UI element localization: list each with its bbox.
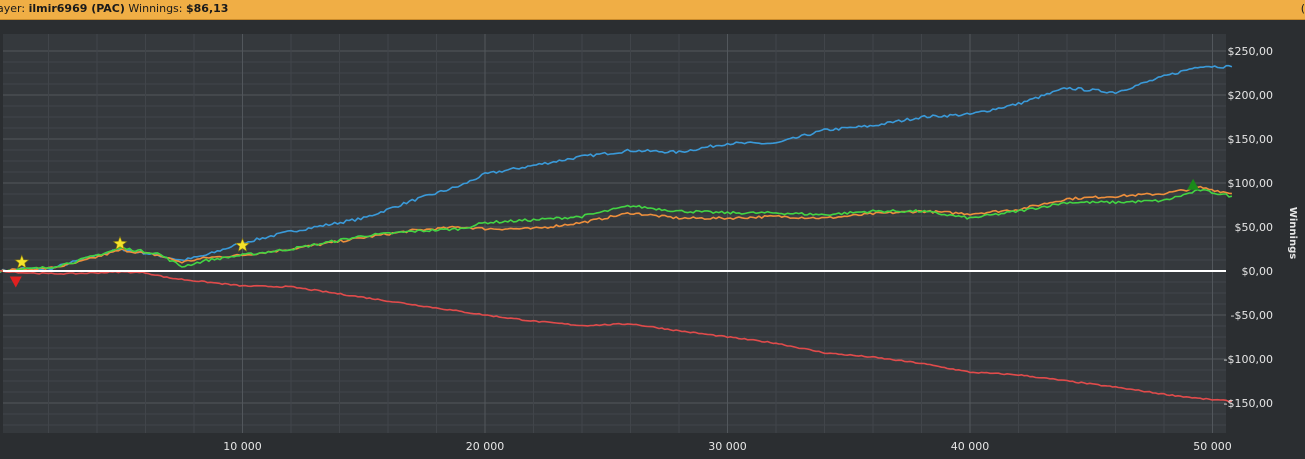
- title-text: ayer: ilmir6969 (PAC) Winnings: $86,13: [0, 2, 228, 15]
- grid: [3, 34, 1226, 433]
- title-bar: ayer: ilmir6969 (PAC) Winnings: $86,13 (: [0, 0, 1305, 20]
- y-tick-label: -$100,00: [1224, 353, 1273, 366]
- winnings-label: Winnings:: [128, 2, 183, 15]
- x-axis: 10 000 20 000 30 000 40 000 50 000: [223, 440, 1232, 453]
- x-tick-label: 50 000: [1193, 440, 1232, 453]
- player-label: ayer:: [0, 2, 26, 15]
- triangle-up-marker: [1187, 178, 1200, 190]
- x-tick-label: 40 000: [951, 440, 990, 453]
- winnings-value: $86,13: [186, 2, 229, 15]
- triangle-down-marker: [9, 276, 22, 288]
- series-orange-line: [0, 185, 1232, 273]
- star-marker: [234, 237, 251, 252]
- x-tick-label: 20 000: [466, 440, 505, 453]
- series-blue-line: [0, 64, 1233, 273]
- y-tick-label: $0,00: [1242, 265, 1274, 278]
- y-tick-label: $100,00: [1228, 177, 1274, 190]
- marker-layer: [9, 178, 1200, 288]
- star-marker: [14, 254, 30, 269]
- y-tick-label: $200,00: [1228, 89, 1274, 102]
- y-axis: $250,00 $200,00 $150,00 $100,00 $50,00 $0,00 -…: [1224, 45, 1273, 410]
- y-tick-label: $50,00: [1235, 221, 1274, 234]
- x-tick-label: 10 000: [223, 440, 262, 453]
- player-name: ilmir6969 (PAC): [28, 2, 125, 15]
- corner-glyph: (: [1300, 2, 1305, 15]
- y-tick-label: $250,00: [1228, 45, 1274, 58]
- series-green-line: [0, 188, 1233, 273]
- y-tick-label: -$150,00: [1224, 397, 1273, 410]
- plot-area: [3, 34, 1226, 433]
- y-axis-title: Winnings: [1287, 207, 1298, 259]
- series-red-line: [0, 269, 1233, 403]
- series-layer: [0, 64, 1233, 403]
- x-tick-label: 30 000: [708, 440, 747, 453]
- y-tick-label: $150,00: [1228, 133, 1274, 146]
- star-marker: [112, 235, 128, 251]
- y-tick-label: -$50,00: [1231, 309, 1273, 322]
